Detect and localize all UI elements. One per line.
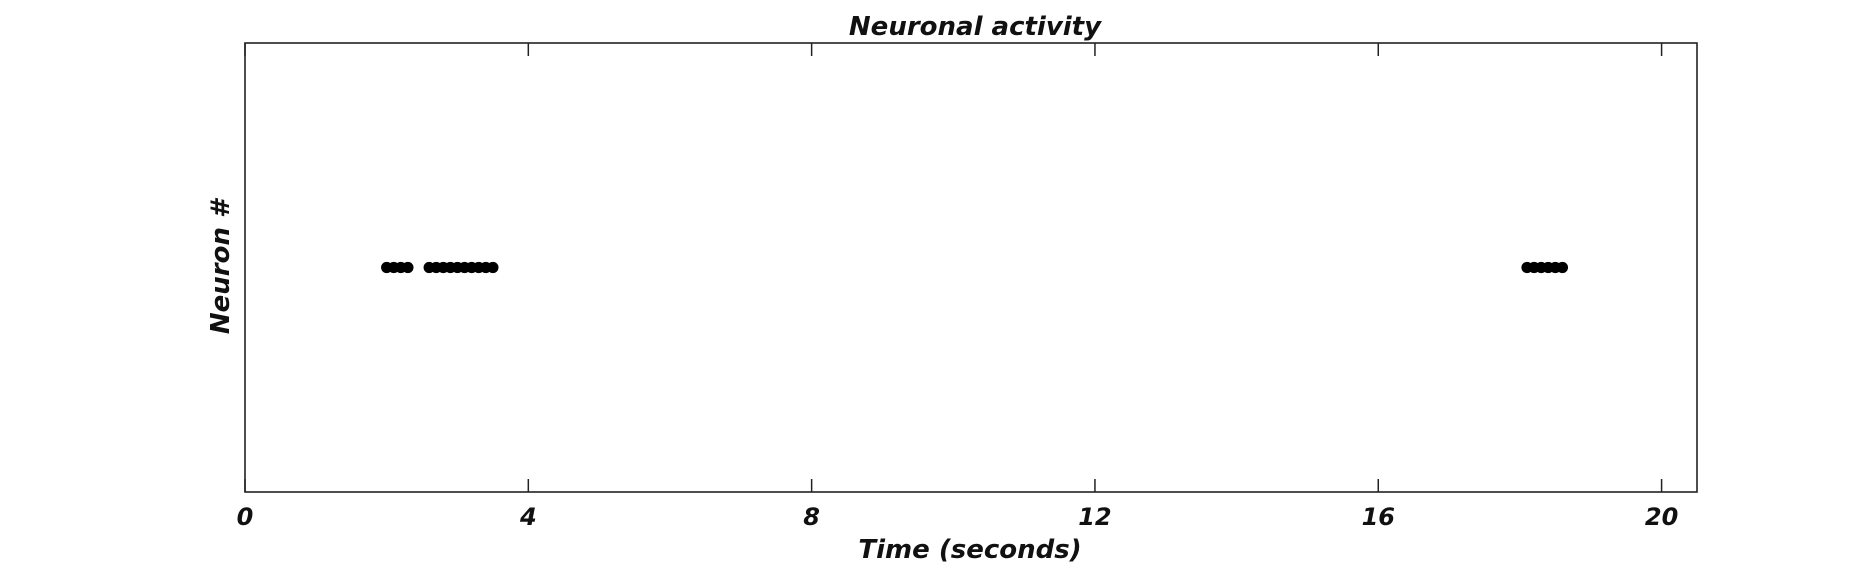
- spike-point: [487, 261, 499, 274]
- x-tick-label: 4: [519, 503, 537, 531]
- x-tick-label: 8: [803, 503, 820, 531]
- x-axis-ticks: [244, 43, 1663, 492]
- x-tick-label: 16: [1362, 503, 1395, 531]
- x-tick-label: 20: [1645, 503, 1678, 531]
- x-tick-label: 12: [1078, 503, 1111, 531]
- x-tick-label: 0: [237, 503, 254, 531]
- chart-title: Neuronal activity: [849, 12, 1102, 42]
- y-axis-label: Neuron #: [206, 197, 236, 334]
- spike-points: [381, 261, 1569, 274]
- plot-area-frame: [244, 42, 1698, 493]
- spike-point: [402, 261, 414, 274]
- spike-point: [1556, 261, 1569, 274]
- x-axis-tick-labels: 0 4 8 12 16 20: [237, 503, 1679, 531]
- x-axis-label: Time (seconds): [858, 535, 1081, 563]
